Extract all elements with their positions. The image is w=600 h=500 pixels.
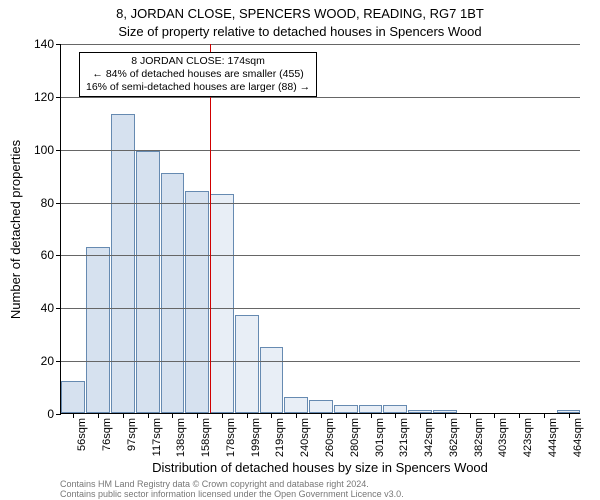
- histogram-bar: [235, 315, 259, 413]
- xtick-mark: [321, 413, 322, 418]
- xtick-mark: [271, 413, 272, 418]
- xtick-mark: [73, 413, 74, 418]
- xtick-mark: [148, 413, 149, 418]
- xtick-label: 321sqm: [398, 418, 410, 457]
- gridline: [61, 203, 580, 204]
- xtick-label: 199sqm: [250, 418, 262, 457]
- xtick-mark: [544, 413, 545, 418]
- xtick-mark: [222, 413, 223, 418]
- gridline: [61, 150, 580, 151]
- histogram-bar: [61, 381, 85, 413]
- xtick-label: 97sqm: [126, 418, 138, 451]
- histogram-bar: [185, 191, 209, 413]
- gridline: [61, 255, 580, 256]
- ytick-label: 80: [14, 196, 54, 210]
- annotation-line: ← 84% of detached houses are smaller (45…: [92, 68, 303, 80]
- xtick-mark: [470, 413, 471, 418]
- histogram-bar: [260, 347, 284, 413]
- chart-title-main: 8, JORDAN CLOSE, SPENCERS WOOD, READING,…: [0, 6, 600, 21]
- histogram-bar: [210, 194, 234, 413]
- xtick-mark: [420, 413, 421, 418]
- xtick-label: 138sqm: [175, 418, 187, 457]
- histogram-bar: [309, 400, 333, 413]
- xtick-label: 464sqm: [572, 418, 584, 457]
- xtick-mark: [395, 413, 396, 418]
- ytick-label: 100: [14, 143, 54, 157]
- xtick-mark: [123, 413, 124, 418]
- histogram-bar: [111, 114, 135, 413]
- x-axis-label: Distribution of detached houses by size …: [60, 460, 580, 475]
- histogram-bars: [61, 44, 580, 413]
- histogram-bar: [284, 397, 308, 413]
- marker-line: [210, 44, 211, 413]
- histogram-bar: [383, 405, 407, 413]
- xtick-label: 342sqm: [423, 418, 435, 457]
- histogram-bar: [136, 151, 160, 413]
- xtick-label: 76sqm: [101, 418, 113, 451]
- ytick-mark: [56, 308, 61, 309]
- ytick-label: 40: [14, 301, 54, 315]
- xtick-label: 403sqm: [497, 418, 509, 457]
- ytick-label: 0: [14, 407, 54, 421]
- xtick-label: 240sqm: [299, 418, 311, 457]
- chart-container: 8, JORDAN CLOSE, SPENCERS WOOD, READING,…: [0, 0, 600, 500]
- plot-area: 8 JORDAN CLOSE: 174sqm← 84% of detached …: [60, 44, 580, 414]
- xtick-mark: [445, 413, 446, 418]
- ytick-mark: [56, 97, 61, 98]
- histogram-bar: [359, 405, 383, 413]
- footer-attribution: Contains HM Land Registry data © Crown c…: [60, 480, 404, 500]
- annotation-line: 16% of semi-detached houses are larger (…: [86, 81, 310, 93]
- xtick-label: 362sqm: [448, 418, 460, 457]
- xtick-label: 117sqm: [151, 418, 163, 456]
- chart-title-sub: Size of property relative to detached ho…: [0, 24, 600, 39]
- xtick-label: 423sqm: [522, 418, 534, 457]
- ytick-mark: [56, 361, 61, 362]
- xtick-mark: [172, 413, 173, 418]
- histogram-bar: [161, 173, 185, 414]
- ytick-mark: [56, 255, 61, 256]
- xtick-label: 56sqm: [76, 418, 88, 451]
- xtick-label: 178sqm: [225, 418, 237, 457]
- ytick-mark: [56, 44, 61, 45]
- xtick-label: 301sqm: [374, 418, 386, 457]
- xtick-mark: [519, 413, 520, 418]
- xtick-mark: [247, 413, 248, 418]
- ytick-label: 20: [14, 354, 54, 368]
- ytick-label: 120: [14, 90, 54, 104]
- gridline: [61, 308, 580, 309]
- ytick-label: 60: [14, 248, 54, 262]
- xtick-label: 158sqm: [200, 418, 212, 457]
- xtick-mark: [346, 413, 347, 418]
- gridline: [61, 361, 580, 362]
- xtick-mark: [494, 413, 495, 418]
- xtick-label: 444sqm: [547, 418, 559, 457]
- xtick-mark: [569, 413, 570, 418]
- gridline: [61, 44, 580, 45]
- histogram-bar: [334, 405, 358, 413]
- histogram-bar: [86, 247, 110, 414]
- xtick-label: 219sqm: [274, 418, 286, 457]
- xtick-label: 382sqm: [473, 418, 485, 457]
- annotation-line: 8 JORDAN CLOSE: 174sqm: [131, 55, 265, 67]
- annotation-box: 8 JORDAN CLOSE: 174sqm← 84% of detached …: [79, 52, 317, 97]
- xtick-mark: [197, 413, 198, 418]
- ytick-mark: [56, 150, 61, 151]
- xtick-label: 260sqm: [324, 418, 336, 457]
- xtick-label: 280sqm: [349, 418, 361, 457]
- ytick-mark: [56, 203, 61, 204]
- xtick-mark: [98, 413, 99, 418]
- xtick-mark: [296, 413, 297, 418]
- xtick-mark: [371, 413, 372, 418]
- ytick-mark: [56, 414, 61, 415]
- ytick-label: 140: [14, 37, 54, 51]
